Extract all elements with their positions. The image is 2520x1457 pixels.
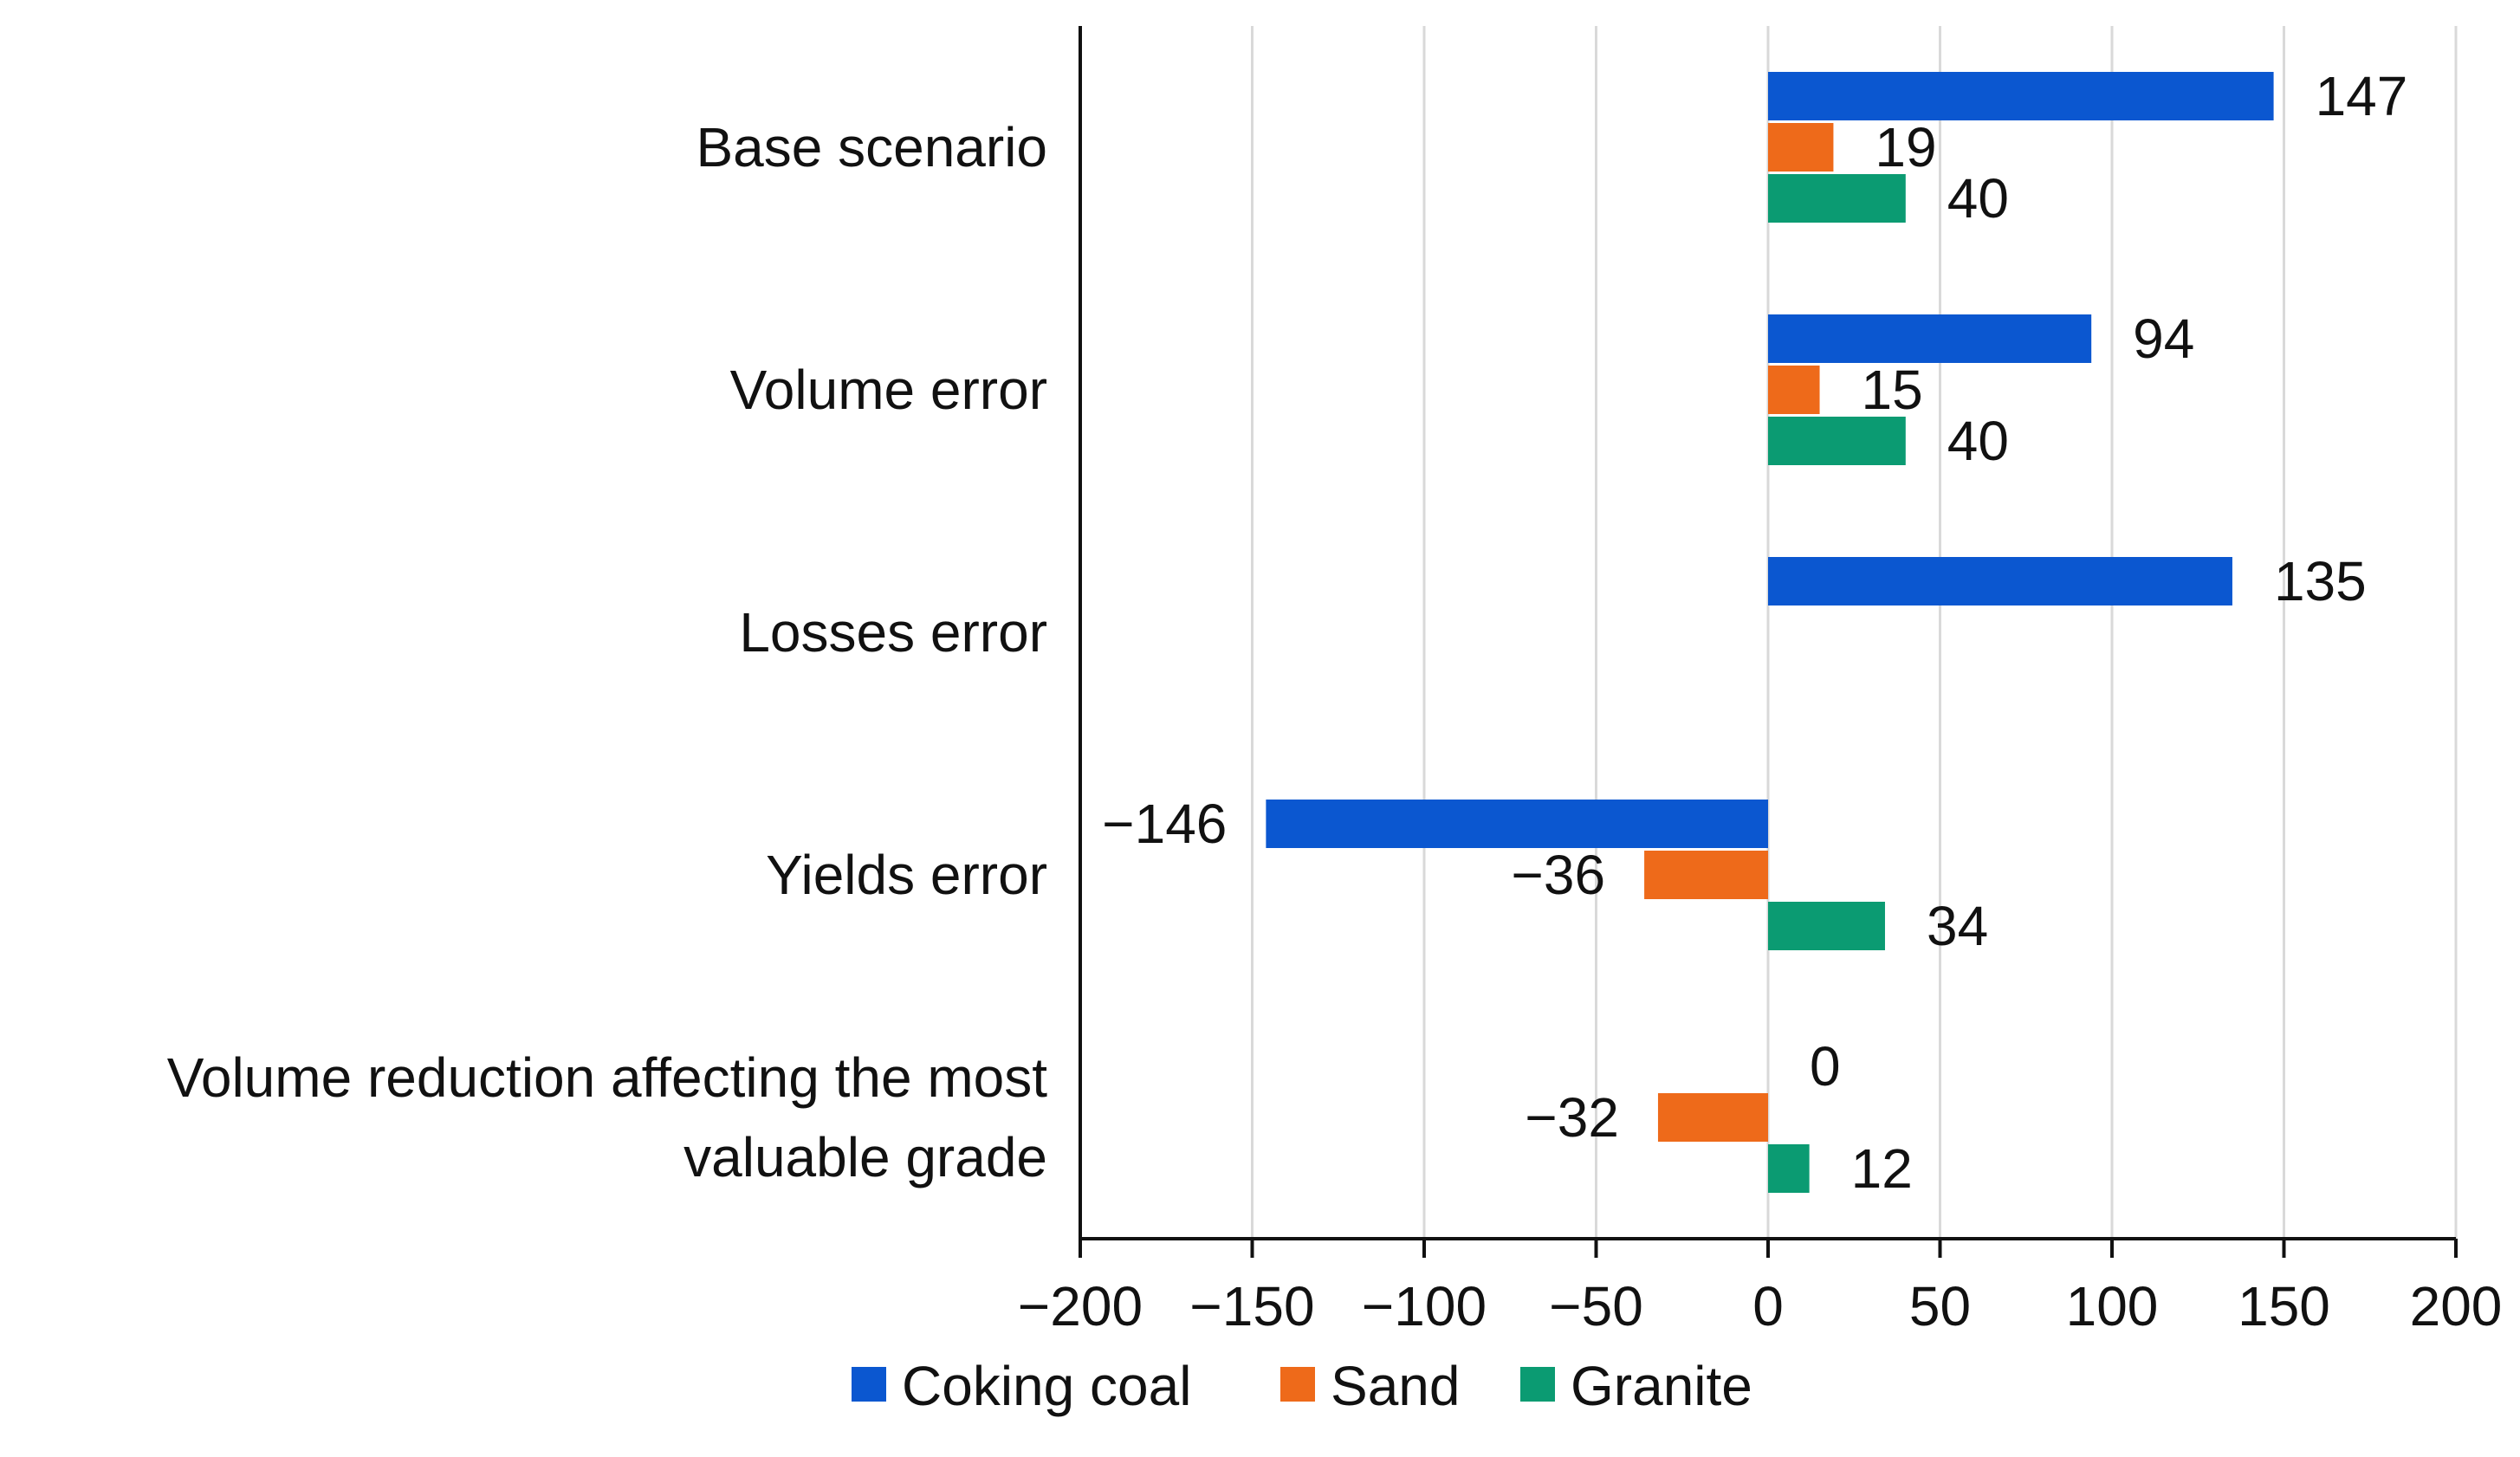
bar-coking-coal (1768, 314, 2092, 363)
category-label: Base scenario (696, 116, 1047, 178)
bar-granite (1768, 174, 1906, 223)
data-label: 135 (2274, 550, 2367, 612)
bar-granite (1768, 902, 1885, 950)
gridlines (1251, 26, 2458, 1239)
category-label: Volume error (730, 359, 1047, 421)
bar-sand (1657, 1093, 1768, 1142)
bars (1266, 72, 2274, 1193)
data-label: 12 (1851, 1137, 1913, 1200)
legend-label: Coking coal (902, 1355, 1191, 1417)
data-label: 40 (1947, 410, 2009, 472)
bar-coking-coal (1768, 557, 2232, 605)
data-label: 19 (1875, 116, 1936, 178)
x-tick-label: −150 (1189, 1275, 1314, 1337)
x-tick-labels: −200 −150 −100 −50 0 50 100 150 200 (1018, 1275, 2502, 1337)
bar-sand (1768, 366, 1820, 414)
data-label: 34 (1927, 895, 1988, 957)
category-label: valuable grade (683, 1126, 1047, 1188)
data-label: −32 (1525, 1086, 1619, 1149)
data-label: 15 (1862, 359, 1923, 421)
axes (1079, 26, 2458, 1258)
category-labels: Base scenario Volume error Losses error Yie… (167, 116, 1048, 1188)
x-tick-label: −50 (1549, 1275, 1643, 1337)
data-label: 147 (2316, 65, 2408, 127)
x-tick-label: 200 (2410, 1275, 2503, 1337)
category-label: Volume reduction affecting the most (167, 1046, 1048, 1109)
bar-granite (1768, 1144, 1810, 1193)
bar-coking-coal (1266, 800, 1768, 848)
x-tick-label: −200 (1018, 1275, 1143, 1337)
bar-sand (1644, 851, 1768, 899)
legend-swatch-sand (1280, 1367, 1315, 1402)
x-tick-label: 100 (2066, 1275, 2159, 1337)
legend-label: Sand (1331, 1355, 1460, 1417)
bar-granite (1768, 417, 1906, 465)
bar-sand (1768, 123, 1834, 172)
x-tick-label: −100 (1362, 1275, 1487, 1337)
data-label: 40 (1947, 167, 2009, 230)
x-tick-label: 0 (1752, 1275, 1784, 1337)
legend-label: Granite (1571, 1355, 1752, 1417)
data-label: −146 (1102, 793, 1227, 855)
data-label: −36 (1512, 844, 1606, 906)
x-tick-label: 50 (1909, 1275, 1971, 1337)
x-tick-label: 150 (2238, 1275, 2330, 1337)
legend-swatch-coking-coal (852, 1367, 886, 1402)
category-label: Yields error (766, 844, 1047, 906)
data-label: 94 (2133, 308, 2194, 370)
legend-swatch-granite (1520, 1367, 1555, 1402)
legend: Coking coal Sand Granite (852, 1355, 1752, 1417)
data-label: 0 (1810, 1035, 1841, 1098)
category-label: Losses error (739, 601, 1047, 664)
bar-coking-coal (1768, 72, 2274, 120)
